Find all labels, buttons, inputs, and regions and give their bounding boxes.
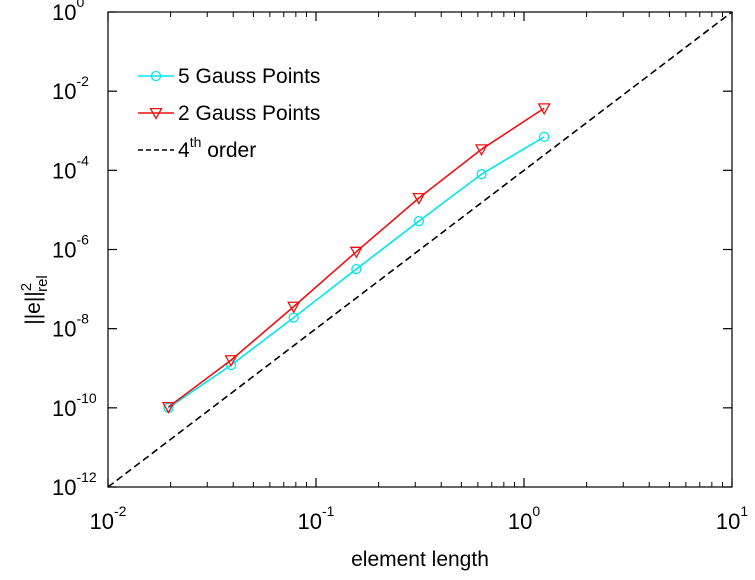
y-tick-label-exp: 0 [76, 0, 84, 10]
x-tick-label-base: 10 [716, 509, 740, 534]
data-point-2-gauss-points [474, 144, 489, 157]
y-tick-label-base: 10 [52, 158, 76, 183]
y-tick-label-exp: -8 [76, 311, 89, 327]
plot-area [108, 12, 732, 487]
x-tick-label-exp: -2 [114, 503, 127, 519]
data-point-2-gauss-points [161, 401, 176, 414]
y-axis-label-sub: rel [34, 275, 51, 292]
y-tick-label-exp: -6 [76, 232, 89, 248]
y-tick-label-exp: -12 [76, 469, 96, 485]
y-tick-label-base: 10 [52, 475, 76, 500]
data-point-2-gauss-points [349, 246, 363, 259]
legend-label-2-gauss-points: 2 Gauss Points [178, 102, 320, 125]
x-tick-label: 10-2 [90, 503, 127, 534]
plot-clipped-group [108, 12, 732, 487]
x-tick-label-base: 10 [508, 509, 532, 534]
y-axis-label-base: ||e|| [22, 291, 45, 325]
axes: 10-2 10-1 100 10110-1210-1010-810-610-410-2… [52, 0, 748, 534]
data-point-5-gauss-points [351, 263, 362, 275]
x-tick-label: 10-1 [298, 503, 335, 534]
y-tick-label-base: 10 [52, 0, 76, 25]
y-tick-label-base: 10 [52, 79, 76, 104]
y-tick-label-base: 10 [52, 396, 76, 421]
x-tick-label-exp: 1 [740, 503, 748, 519]
legend-marker-2-gauss-points [149, 107, 163, 120]
legend-label-rest: order [201, 139, 256, 162]
data-point-2-gauss-points [224, 355, 238, 368]
y-tick-label-base: 10 [52, 317, 76, 342]
y-axis-label: ||e||2rel [18, 275, 51, 325]
y-tick-label-exp: -2 [76, 73, 89, 89]
y-tick-label-base: 10 [52, 238, 76, 263]
x-tick-label: 100 [508, 503, 540, 534]
x-axis-label: element length [351, 548, 489, 571]
series-line-5-gauss-points [168, 136, 545, 409]
y-tick-label: 10-4 [52, 152, 89, 183]
y-axis-label-sup: 2 [18, 283, 35, 291]
y-tick-label-exp: -10 [76, 390, 96, 406]
y-tick-label: 10-2 [52, 73, 89, 104]
y-tick-label: 10-10 [52, 390, 97, 421]
legend: 5 Gauss Points 2 Gauss Points 4th order [138, 65, 320, 162]
y-tick-label: 10-12 [52, 469, 97, 500]
x-tick-label-exp: -1 [322, 503, 335, 519]
y-tick-label: 10-8 [52, 311, 89, 342]
x-tick-label-base: 10 [298, 509, 322, 534]
legend-label-4th-order: 4th order [178, 134, 256, 162]
data-point-2-gauss-points [537, 103, 551, 116]
legend-label-sup: th [190, 134, 202, 150]
y-tick-label: 100 [52, 0, 84, 25]
data-point-5-gauss-points [413, 216, 425, 227]
legend-marker-5-gauss-points [150, 70, 162, 82]
x-tick-label-exp: 0 [532, 503, 540, 519]
series-line-4th-order [108, 12, 732, 487]
y-tick-label-exp: -4 [76, 152, 89, 168]
legend-label-5-gauss-points: 5 Gauss Points [178, 65, 320, 88]
x-tick-label-base: 10 [90, 509, 114, 534]
data-point-5-gauss-points [476, 169, 487, 180]
x-tick-label: 101 [716, 503, 748, 534]
data-point-2-gauss-points [412, 192, 426, 205]
data-point-5-gauss-points [539, 131, 550, 143]
y-tick-label: 10-6 [52, 232, 89, 263]
series-line-2-gauss-points [167, 107, 545, 408]
legend-label-base: 4 [178, 139, 190, 162]
data-point-2-gauss-points [287, 301, 301, 314]
